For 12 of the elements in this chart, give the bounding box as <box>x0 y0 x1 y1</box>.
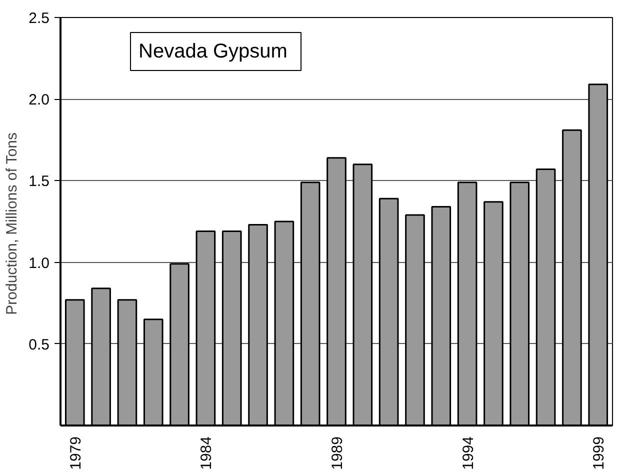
text: Nevada Gypsum <box>138 40 288 62</box>
x-tick-label: 1999 <box>590 436 608 470</box>
x-tick-label: 1994 <box>460 436 477 470</box>
x-tick-label: 1989 <box>329 436 346 470</box>
x-tick-label: 1979 <box>67 436 84 470</box>
y-tick-label: 0.5 <box>28 336 50 354</box>
y-tick-label: 2.5 <box>28 10 50 27</box>
y-tick-label: 1.0 <box>28 254 50 272</box>
y-tick-label: 1.5 <box>28 173 50 190</box>
y-axis-title: Production, Millions of Tons <box>4 132 21 315</box>
x-tick-label: 1984 <box>198 436 216 470</box>
y-tick-label: 2.0 <box>28 92 50 109</box>
